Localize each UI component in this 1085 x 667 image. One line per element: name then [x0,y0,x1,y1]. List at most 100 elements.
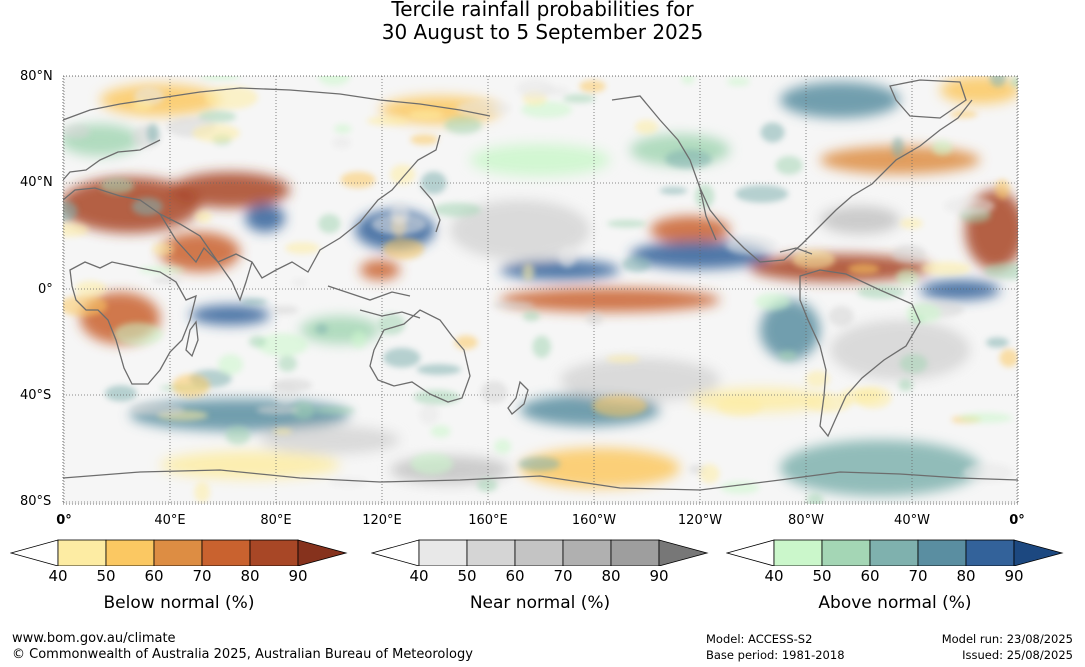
colorbar-bin [514,539,564,566]
probability-speckle [517,79,554,98]
probability-patch [920,280,1000,300]
probability-speckle [204,85,258,110]
probability-speckle [383,347,421,368]
probability-patch [820,206,900,234]
probability-speckle [805,393,853,412]
probability-speckle [828,306,854,327]
colorbar-extend-low [726,539,775,566]
probability-speckle [410,134,439,145]
probability-speckle [562,94,596,103]
colorbar-title-near: Near normal (%) [469,593,611,613]
probability-patch [760,300,820,360]
probability-speckle [410,452,454,475]
probability-speckle [806,493,824,504]
probability-patch [450,200,590,260]
probability-speckle [241,298,268,306]
colorbar-extend-high [297,539,348,566]
probability-speckle [726,77,750,86]
probability-speckle [416,364,462,375]
probability-speckle [1010,77,1018,88]
probability-speckle [152,242,175,256]
tick-label: 50 [457,567,477,585]
colorbar-bin [105,539,155,566]
probability-speckle [735,185,789,203]
colorbar-title-above: Above normal (%) [818,593,972,613]
probability-speckle [292,278,308,287]
probability-speckle [285,242,320,255]
probability-patch [300,316,380,344]
probability-patch [500,288,720,312]
probability-speckle [194,210,212,223]
colorbar-bin [153,539,203,566]
footer-website: www.bom.gov.au/climate [12,631,176,646]
lat-label-40n: 40°N [20,175,53,190]
probability-speckle [477,478,498,492]
probability-speckle [694,184,715,209]
probability-speckle [419,404,439,425]
colorbar-bin [965,539,1015,566]
probability-speckle [131,402,184,417]
probability-speckle [579,80,606,93]
probability-speckle [558,245,577,268]
probability-speckle [272,428,293,435]
coastlines [63,79,1018,491]
probability-speckle [492,301,535,310]
lat-label-equator: 0° [38,282,53,297]
probability-speckle [726,236,777,256]
tick-label: 40 [48,567,68,585]
probability-speckle [256,405,300,415]
colorbar-bin [773,539,823,566]
probability-patch [245,204,285,232]
probability-patch [560,358,720,402]
probability-speckle [371,214,427,235]
probability-speckle [433,202,481,217]
footer-copyright: © Commonwealth of Australia 2025, Austra… [12,647,473,662]
probability-speckle [898,378,913,392]
probability-speckle [985,337,1009,348]
probability-speckle [172,374,210,398]
probability-speckle [848,263,880,275]
probability-speckle [351,330,367,349]
footer-model: Model: ACCESS-S2 [706,632,813,646]
probability-speckle [778,350,797,361]
probability-speckle [494,439,512,454]
lon-label-0-west: 0° [56,513,72,528]
probability-speckle [932,140,953,156]
probability-speckle [805,370,830,388]
probability-patch [650,216,730,244]
tick-label: 70 [192,567,212,585]
probability-speckle [899,353,928,374]
colorbar-near-normal [371,536,711,566]
tick-label: 70 [908,567,928,585]
tick-label: 60 [144,567,164,585]
probability-speckle [248,335,267,348]
probability-speckle [857,285,905,299]
probability-speckle [132,99,153,112]
probability-speckle [995,179,1010,200]
colorbar-bin [201,539,251,566]
probability-speckle [999,348,1018,368]
probability-speckle [194,481,210,503]
tick-label: 40 [764,567,784,585]
probability-speckle [891,136,905,159]
probability-patch [520,448,680,488]
probability-speckle [892,244,927,264]
probability-patch [260,426,400,454]
tick-label: 80 [240,567,260,585]
probability-speckle [383,237,424,260]
probability-speckle [146,123,160,143]
colorbar-extend-high [658,539,709,566]
colorbar-above-normal [726,536,1066,566]
probability-speckle [775,156,803,175]
probability-speckle [444,116,482,134]
tick-label: 80 [956,567,976,585]
probability-patch [170,172,290,208]
lon-label-80e: 80°E [260,513,292,528]
probability-speckle [334,124,352,134]
probability-speckle [480,380,508,404]
tick-label: 60 [860,567,880,585]
lon-label-160w: 160°W [571,513,617,528]
probability-speckle [408,109,444,120]
footer-model-run: Model run: 23/08/2025 [941,632,1073,646]
colorbar-bin [869,539,919,566]
